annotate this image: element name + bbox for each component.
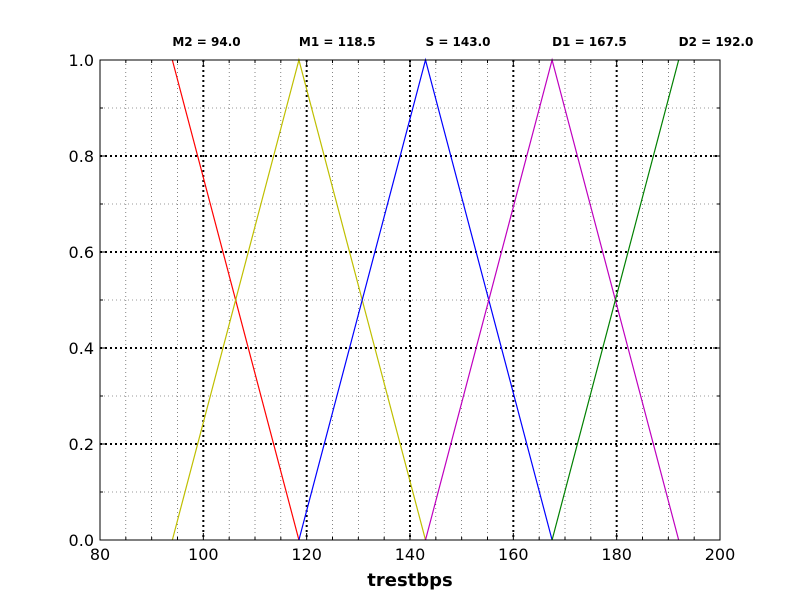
tick-marks bbox=[99, 59, 721, 541]
peak-label: M1 = 118.5 bbox=[299, 35, 376, 49]
x-tick-label: 140 bbox=[395, 545, 426, 564]
series-line-2 bbox=[171, 57, 427, 541]
x-tick-label: 80 bbox=[90, 545, 110, 564]
y-tick-label: 0.0 bbox=[69, 531, 94, 550]
major-grid bbox=[100, 60, 720, 540]
x-tick-label: 160 bbox=[498, 545, 529, 564]
x-tick-labels: 80 100 120 140 160 180 200 bbox=[90, 545, 735, 564]
y-tick-label: 0.6 bbox=[69, 243, 94, 262]
peak-label: D2 = 192.0 bbox=[679, 35, 754, 49]
y-tick-labels: 0.0 0.2 0.4 0.6 0.8 1.0 bbox=[69, 51, 94, 550]
x-tick-label: 120 bbox=[291, 545, 322, 564]
series-line-5 bbox=[551, 59, 680, 541]
x-tick-label: 200 bbox=[705, 545, 736, 564]
y-tick-label: 1.0 bbox=[69, 51, 94, 70]
peak-label: D1 = 167.5 bbox=[552, 35, 627, 49]
x-tick-label: 180 bbox=[601, 545, 632, 564]
peak-label: M2 = 94.0 bbox=[172, 35, 240, 49]
y-tick-label: 0.4 bbox=[69, 339, 94, 358]
y-tick-label: 0.2 bbox=[69, 435, 94, 454]
y-tick-label: 0.8 bbox=[69, 147, 94, 166]
x-axis-title: trestbps bbox=[367, 570, 453, 591]
peak-label: S = 143.0 bbox=[426, 35, 491, 49]
x-tick-label: 100 bbox=[188, 545, 219, 564]
peak-labels: M2 = 94.0 M1 = 118.5 S = 143.0 D1 = 167.5 D2… bbox=[172, 35, 753, 49]
